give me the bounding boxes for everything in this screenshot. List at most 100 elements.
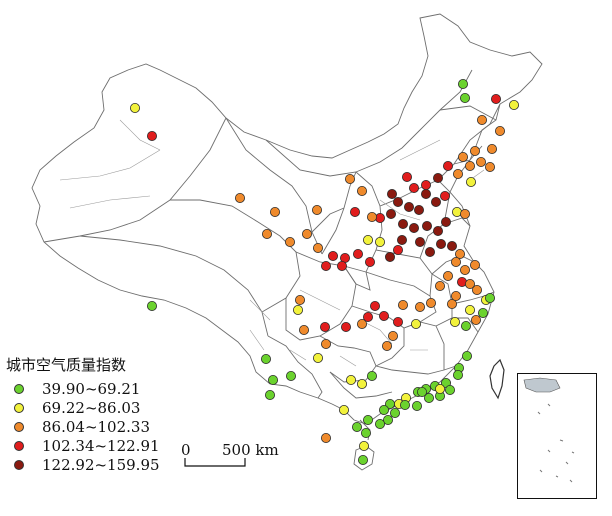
city-marker bbox=[464, 278, 475, 289]
city-marker bbox=[396, 234, 407, 245]
city-marker bbox=[460, 320, 471, 331]
county-lines bbox=[59, 119, 485, 367]
scale-end-label: 500 km bbox=[222, 441, 279, 459]
city-marker bbox=[364, 256, 375, 267]
country-outline bbox=[31, 13, 543, 425]
city-marker bbox=[320, 432, 331, 443]
inset-islands bbox=[537, 403, 575, 483]
city-marker bbox=[469, 259, 480, 270]
city-marker bbox=[146, 130, 157, 141]
city-marker bbox=[284, 236, 295, 247]
city-marker bbox=[312, 352, 323, 363]
inset-content bbox=[523, 377, 575, 483]
scale-start-label: 0 bbox=[181, 441, 191, 459]
inset-coastline bbox=[523, 377, 561, 393]
city-marker bbox=[269, 206, 280, 217]
city-marker bbox=[434, 280, 445, 291]
legend-swatch bbox=[14, 421, 24, 432]
city-marker bbox=[469, 145, 480, 156]
city-marker bbox=[360, 427, 371, 438]
city-marker bbox=[408, 222, 419, 233]
city-marker bbox=[349, 206, 360, 217]
city-marker bbox=[264, 389, 275, 400]
city-marker bbox=[459, 208, 470, 219]
legend: 城市空气质量指数 39.90~69.21 69.22~86.03 86.04~1… bbox=[6, 354, 160, 474]
city-marker bbox=[439, 190, 450, 201]
city-marker bbox=[366, 370, 377, 381]
city-marker bbox=[477, 307, 488, 318]
city-marker bbox=[384, 398, 395, 409]
legend-item: 39.90~69.21 bbox=[6, 379, 160, 398]
city-marker bbox=[457, 79, 468, 90]
city-marker bbox=[340, 321, 351, 332]
city-marker bbox=[475, 156, 486, 167]
city-marker bbox=[320, 260, 331, 271]
city-marker bbox=[146, 300, 157, 311]
city-marker bbox=[446, 298, 457, 309]
city-marker bbox=[410, 318, 421, 329]
boundary-guangdong bbox=[375, 365, 457, 375]
city-marker bbox=[261, 228, 272, 239]
boundary-xizang bbox=[79, 235, 269, 337]
city-marker bbox=[449, 316, 460, 327]
city-marker bbox=[234, 192, 245, 203]
boundary-guangxi bbox=[329, 371, 393, 399]
city-marker bbox=[444, 384, 455, 395]
city-marker bbox=[454, 248, 465, 259]
boundary-hubei bbox=[343, 265, 437, 329]
city-marker bbox=[484, 292, 495, 303]
city-marker bbox=[356, 378, 367, 389]
city-marker bbox=[399, 399, 410, 410]
city-marker bbox=[484, 161, 495, 172]
legend-swatch bbox=[14, 383, 24, 394]
city-marker bbox=[320, 338, 331, 349]
city-marker bbox=[464, 304, 475, 315]
city-marker bbox=[452, 168, 463, 179]
city-marker bbox=[465, 176, 476, 187]
city-marker bbox=[403, 201, 414, 212]
boundary-heilongjiang bbox=[439, 105, 497, 121]
city-marker bbox=[311, 204, 322, 215]
city-marker bbox=[424, 246, 435, 257]
city-marker bbox=[356, 185, 367, 196]
scale-bar bbox=[184, 458, 246, 467]
city-marker bbox=[432, 225, 443, 236]
city-marker bbox=[432, 172, 443, 183]
legend-label: 39.90~69.21 bbox=[42, 379, 141, 398]
city-marker bbox=[476, 115, 487, 126]
city-marker bbox=[356, 318, 367, 329]
city-marker bbox=[459, 93, 470, 104]
city-marker bbox=[301, 228, 312, 239]
city-marker bbox=[386, 188, 397, 199]
city-marker bbox=[389, 407, 400, 418]
legend-item: 122.92~159.95 bbox=[6, 455, 160, 474]
city-marker bbox=[461, 350, 472, 361]
city-marker bbox=[440, 216, 451, 227]
city-marker bbox=[327, 250, 338, 261]
boundary-chongqing bbox=[343, 265, 371, 291]
city-marker bbox=[430, 196, 441, 207]
city-marker bbox=[358, 440, 369, 451]
city-marker bbox=[413, 204, 424, 215]
boundary-neimenggu bbox=[265, 69, 473, 177]
city-marker bbox=[414, 236, 425, 247]
city-marker bbox=[494, 126, 505, 137]
city-marker bbox=[267, 374, 278, 385]
boundary-henan bbox=[375, 249, 433, 297]
city-marker bbox=[369, 300, 380, 311]
city-marker bbox=[345, 374, 356, 385]
city-marker bbox=[420, 188, 431, 199]
city-marker bbox=[470, 314, 481, 325]
city-marker bbox=[384, 251, 395, 262]
boundary-jilin bbox=[453, 103, 501, 165]
city-marker bbox=[319, 321, 330, 332]
legend-label: 69.22~86.03 bbox=[42, 398, 141, 417]
city-marker bbox=[450, 290, 461, 301]
city-marker bbox=[374, 236, 385, 247]
city-marker bbox=[508, 100, 519, 111]
boundary-ningxia bbox=[311, 207, 345, 233]
city-marker bbox=[442, 160, 453, 171]
city-marker bbox=[452, 369, 463, 380]
